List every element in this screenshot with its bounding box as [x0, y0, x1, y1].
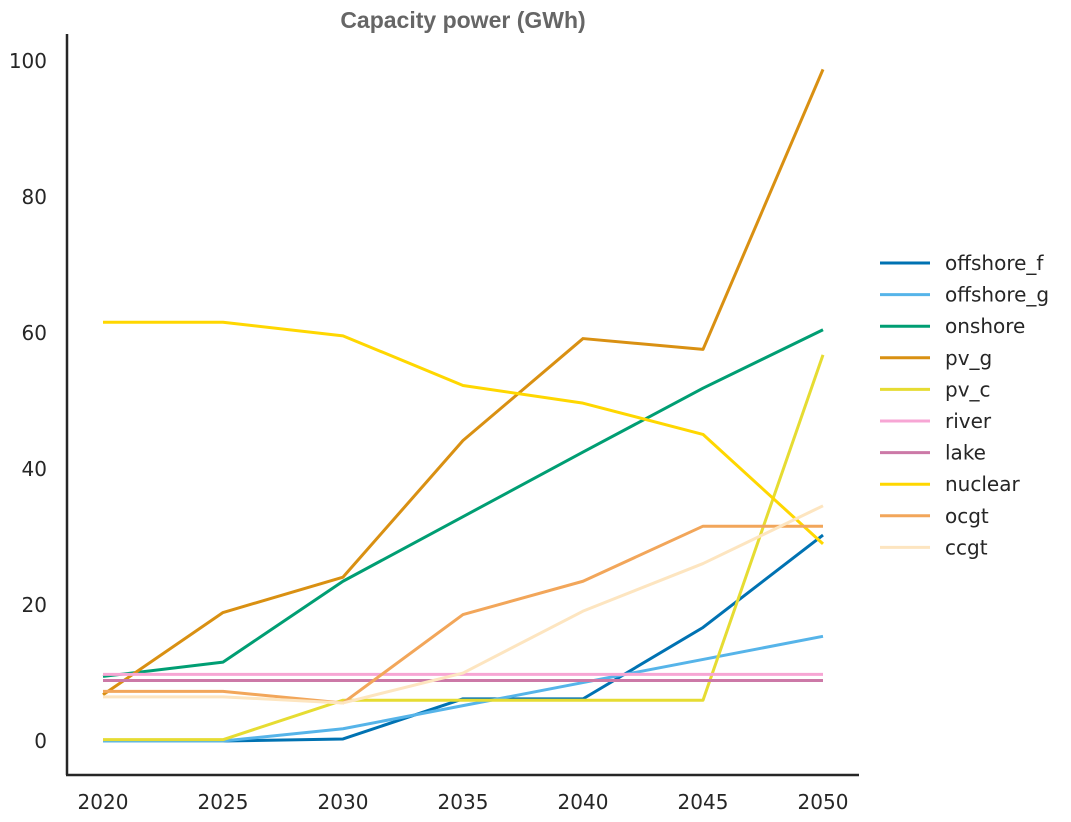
legend-item-ccgt: ccgt	[880, 535, 988, 559]
series-line-pv_c	[103, 354, 825, 742]
x-tick-label: 2035	[438, 790, 489, 814]
x-tick-label: 2045	[678, 790, 729, 814]
legend-label: offshore_g	[945, 283, 1049, 307]
series-line-ocgt	[103, 524, 823, 705]
legend-item-pv_g: pv_g	[880, 346, 992, 370]
series-line-ccgt	[103, 504, 824, 705]
legend-item-offshore_g: offshore_g	[880, 283, 1049, 307]
legend-label: ccgt	[945, 535, 988, 559]
y-tick-label: 100	[9, 49, 47, 73]
series-lines	[102, 68, 825, 743]
legend-label: river	[945, 409, 992, 433]
y-tick-label: 0	[34, 729, 47, 753]
legend-label: ocgt	[945, 504, 989, 528]
legend-item-nuclear: nuclear	[880, 472, 1020, 496]
series-line-pv_g	[102, 68, 825, 697]
x-tick-label: 2030	[318, 790, 369, 814]
legend-label: offshore_f	[945, 251, 1044, 275]
legend-item-lake: lake	[880, 441, 986, 465]
legend-label: pv_c	[945, 377, 991, 401]
x-tick-label: 2040	[558, 790, 609, 814]
legend-item-pv_c: pv_c	[880, 377, 991, 401]
legend-item-offshore_f: offshore_f	[880, 251, 1044, 275]
legend-item-ocgt: ocgt	[880, 504, 989, 528]
y-tick-label: 80	[22, 185, 47, 209]
x-tick-labels: 2020 2025 2030 2035 2040 2045 2050	[78, 790, 849, 814]
y-tick-labels: 0 20 40 60 80 100	[9, 49, 47, 753]
series-line-nuclear	[103, 320, 825, 545]
legend-label: onshore	[945, 314, 1025, 338]
series-line-offshore_g	[103, 634, 824, 743]
legend-label: nuclear	[945, 472, 1020, 496]
legend-label: pv_g	[945, 346, 992, 370]
y-tick-label: 40	[22, 457, 47, 481]
x-tick-label: 2025	[198, 790, 249, 814]
legend-label: lake	[945, 441, 986, 465]
y-tick-label: 60	[22, 321, 47, 345]
series-line-offshore_f	[103, 533, 824, 743]
chart-title: Capacity power (GWh)	[340, 7, 585, 33]
y-tick-label: 20	[22, 593, 47, 617]
x-tick-label: 2050	[798, 790, 849, 814]
x-tick-label: 2020	[78, 790, 129, 814]
legend-item-onshore: onshore	[880, 314, 1025, 338]
series-line-onshore	[102, 328, 824, 678]
legend-item-river: river	[880, 409, 992, 433]
